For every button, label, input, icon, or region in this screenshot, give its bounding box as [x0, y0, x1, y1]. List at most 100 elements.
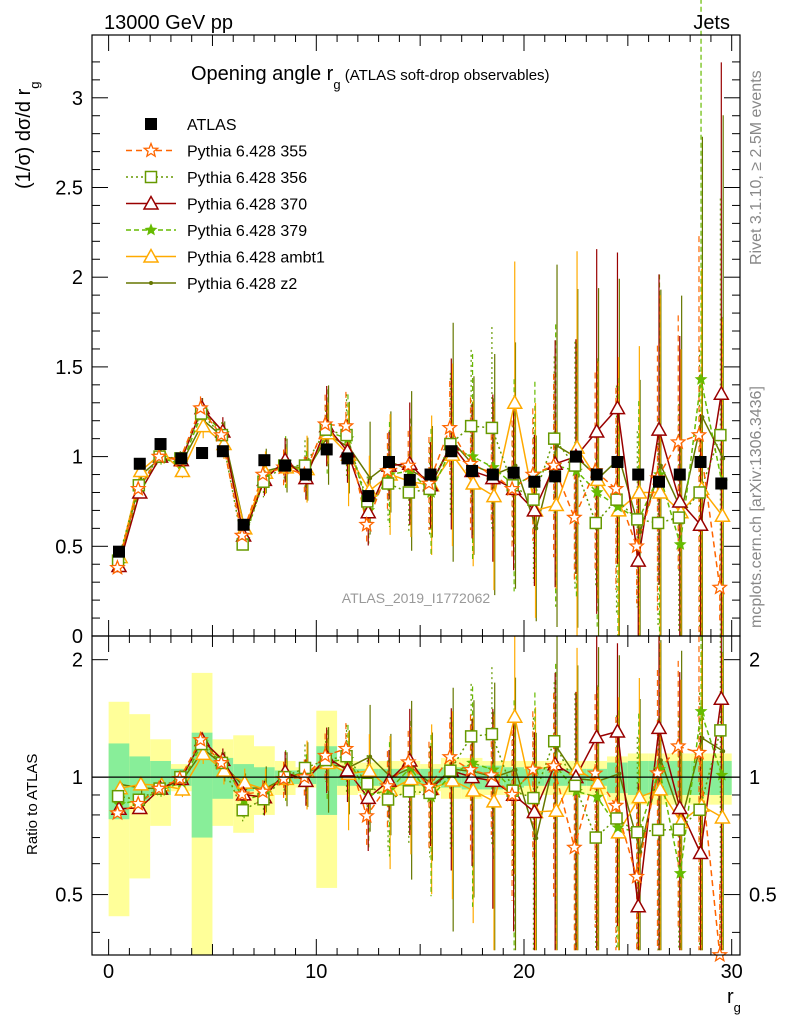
- ratio-point-370: [692, 844, 709, 860]
- ratio-point-ambt1: [589, 774, 607, 790]
- ratio-point-355: [524, 760, 542, 777]
- point-z2: [534, 526, 539, 531]
- point-z2: [638, 529, 643, 534]
- point-356: [631, 513, 644, 526]
- legend-label-370: Pythia 6.428 370: [187, 197, 307, 214]
- ratio-point-ambt1: [631, 788, 648, 804]
- point-355: [669, 433, 687, 450]
- ratio-point-z2: [638, 849, 643, 854]
- ratio-point-370: [713, 690, 730, 705]
- ratio-point-355: [379, 777, 396, 794]
- point-370: [526, 501, 543, 517]
- point-ambt1: [506, 394, 524, 410]
- point-379: [466, 449, 479, 462]
- point-atlas: [507, 466, 520, 479]
- point-ambt1: [485, 487, 503, 503]
- legend-label-z2: Pythia 6.428 z2: [187, 276, 297, 293]
- point-355: [711, 578, 729, 595]
- ratio-plot-frame: [91, 635, 741, 956]
- ratio-point-355: [690, 744, 708, 760]
- ratio-point-370: [339, 761, 356, 777]
- ratio-point-ambt1: [506, 708, 524, 723]
- point-355: [690, 426, 708, 443]
- point-atlas: [258, 454, 271, 467]
- chart-title: Opening angle rg (ATLAS soft-drop observ…: [191, 63, 550, 92]
- point-355: [545, 456, 563, 473]
- point-356: [693, 486, 706, 499]
- point-355: [358, 516, 375, 532]
- ratio-point-356: [402, 785, 416, 798]
- point-atlas: [569, 450, 582, 463]
- ratio-y-tick-label-right: 0.5: [749, 885, 777, 907]
- y-tick-label: 0: [72, 626, 83, 648]
- legend-label-379: Pythia 6.428 379: [187, 223, 307, 240]
- ratio-point-356: [589, 831, 603, 844]
- ratio-point-z2: [721, 749, 726, 754]
- legend-label-ambt1: Pythia 6.428 ambt1: [187, 250, 325, 267]
- x-axis-label: rg: [727, 986, 741, 1015]
- ratio-y-axis-label: Ratio to ATLAS: [24, 754, 41, 855]
- point-370: [588, 422, 605, 438]
- point-atlas: [445, 445, 458, 458]
- energy-label: 13000 GeV pp: [104, 12, 233, 34]
- ratio-point-356: [610, 812, 623, 825]
- ratio-point-370: [609, 722, 626, 738]
- point-atlas: [590, 468, 603, 481]
- point-ambt1: [547, 496, 565, 512]
- ratio-point-356: [631, 826, 644, 839]
- category-label: Jets: [693, 12, 730, 34]
- y-tick-label: 3: [72, 88, 83, 110]
- point-atlas: [320, 443, 333, 456]
- ratio-point-356: [361, 777, 374, 791]
- ratio-point-355: [607, 796, 625, 813]
- ratio-point-355: [420, 777, 438, 794]
- ratio-point-355: [109, 804, 126, 821]
- point-z2: [513, 463, 518, 468]
- point-ambt1: [132, 462, 150, 478]
- point-355: [129, 480, 147, 497]
- ratio-point-ambt1: [714, 808, 731, 824]
- point-z2: [368, 476, 373, 481]
- ratio-point-355: [441, 748, 459, 765]
- point-ambt1: [194, 417, 212, 433]
- ratio-point-z2: [658, 758, 663, 763]
- point-355: [607, 480, 625, 497]
- ratio-point-ambt1: [132, 775, 150, 791]
- ratio-y-tick-label: 2: [72, 650, 83, 672]
- ratio-point-370: [588, 728, 605, 744]
- point-356: [464, 419, 478, 433]
- point-355: [628, 537, 646, 554]
- point-atlas: [424, 468, 437, 481]
- point-atlas: [133, 457, 146, 470]
- ratio-y-tick-label: 0.5: [55, 885, 83, 907]
- legend-label-ATLAS: ATLAS: [187, 117, 237, 134]
- ratio-point-355: [192, 731, 209, 748]
- ratio-point-z2: [513, 767, 518, 772]
- ratio-point-370: [671, 799, 689, 815]
- point-atlas: [237, 518, 250, 531]
- axes: 0 10 20 30 0 0.5 1 1.5 2 2.5 3 0.5 0.5 1 1 2 2: [55, 34, 777, 983]
- point-ambt1: [464, 474, 482, 490]
- point-atlas: [279, 459, 292, 472]
- point-379: [673, 537, 687, 550]
- ratio-point-z2: [534, 836, 539, 841]
- x-tick-label: 20: [513, 961, 535, 983]
- legend-label-355: Pythia 6.428 355: [187, 144, 307, 161]
- legend-marker-ATLAS: [145, 118, 157, 130]
- ratio-point-ambt1: [361, 762, 378, 777]
- point-ambt1: [714, 507, 731, 523]
- point-355: [150, 447, 168, 464]
- point-z2: [658, 463, 663, 468]
- ratio-point-355: [296, 768, 313, 785]
- ratio-point-355: [462, 761, 479, 778]
- point-370: [671, 492, 689, 508]
- ratio-point-355: [399, 753, 417, 770]
- point-ambt1: [651, 483, 669, 499]
- point-355: [192, 399, 209, 416]
- x-tick-label: 0: [103, 961, 114, 983]
- ratio-point-355: [586, 764, 604, 781]
- ratio-point-ambt1: [485, 792, 503, 808]
- ratio-point-z2: [700, 736, 705, 741]
- point-356: [381, 477, 395, 490]
- ratio-line-379: [119, 711, 723, 874]
